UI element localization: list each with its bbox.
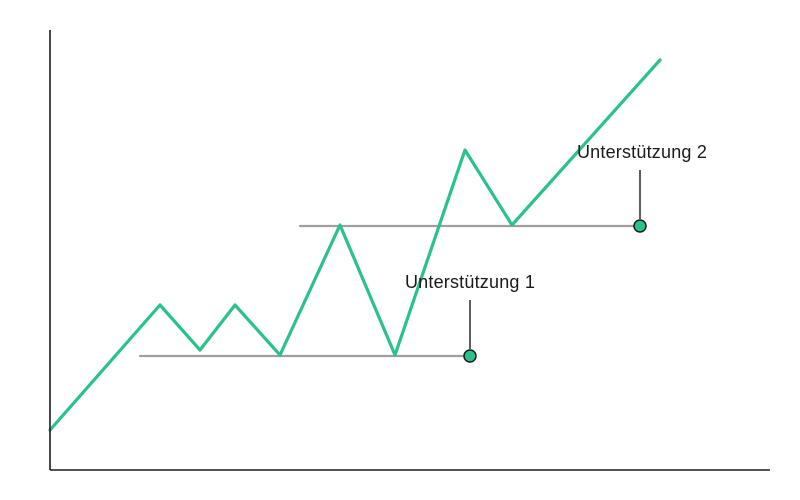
support-1-dot [464, 350, 476, 362]
chart-svg [0, 0, 800, 500]
chart-container: Unterstützung 1 Unterstützung 2 [0, 0, 800, 500]
chart-background [0, 0, 800, 500]
support-1-label: Unterstützung 1 [405, 272, 535, 293]
support-2-label: Unterstützung 2 [577, 142, 707, 163]
support-2-dot [634, 220, 646, 232]
